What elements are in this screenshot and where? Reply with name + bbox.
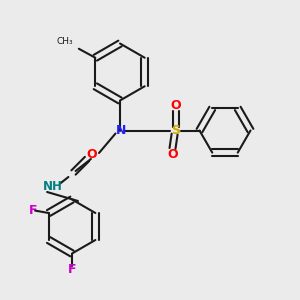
Text: CH₃: CH₃ [57, 38, 74, 46]
Text: O: O [86, 148, 97, 161]
Text: O: O [170, 99, 181, 112]
Text: F: F [28, 204, 37, 217]
Text: NH: NH [43, 179, 62, 193]
Text: S: S [171, 124, 180, 137]
Text: N: N [116, 124, 126, 137]
Text: O: O [167, 148, 178, 161]
Text: F: F [68, 262, 76, 276]
